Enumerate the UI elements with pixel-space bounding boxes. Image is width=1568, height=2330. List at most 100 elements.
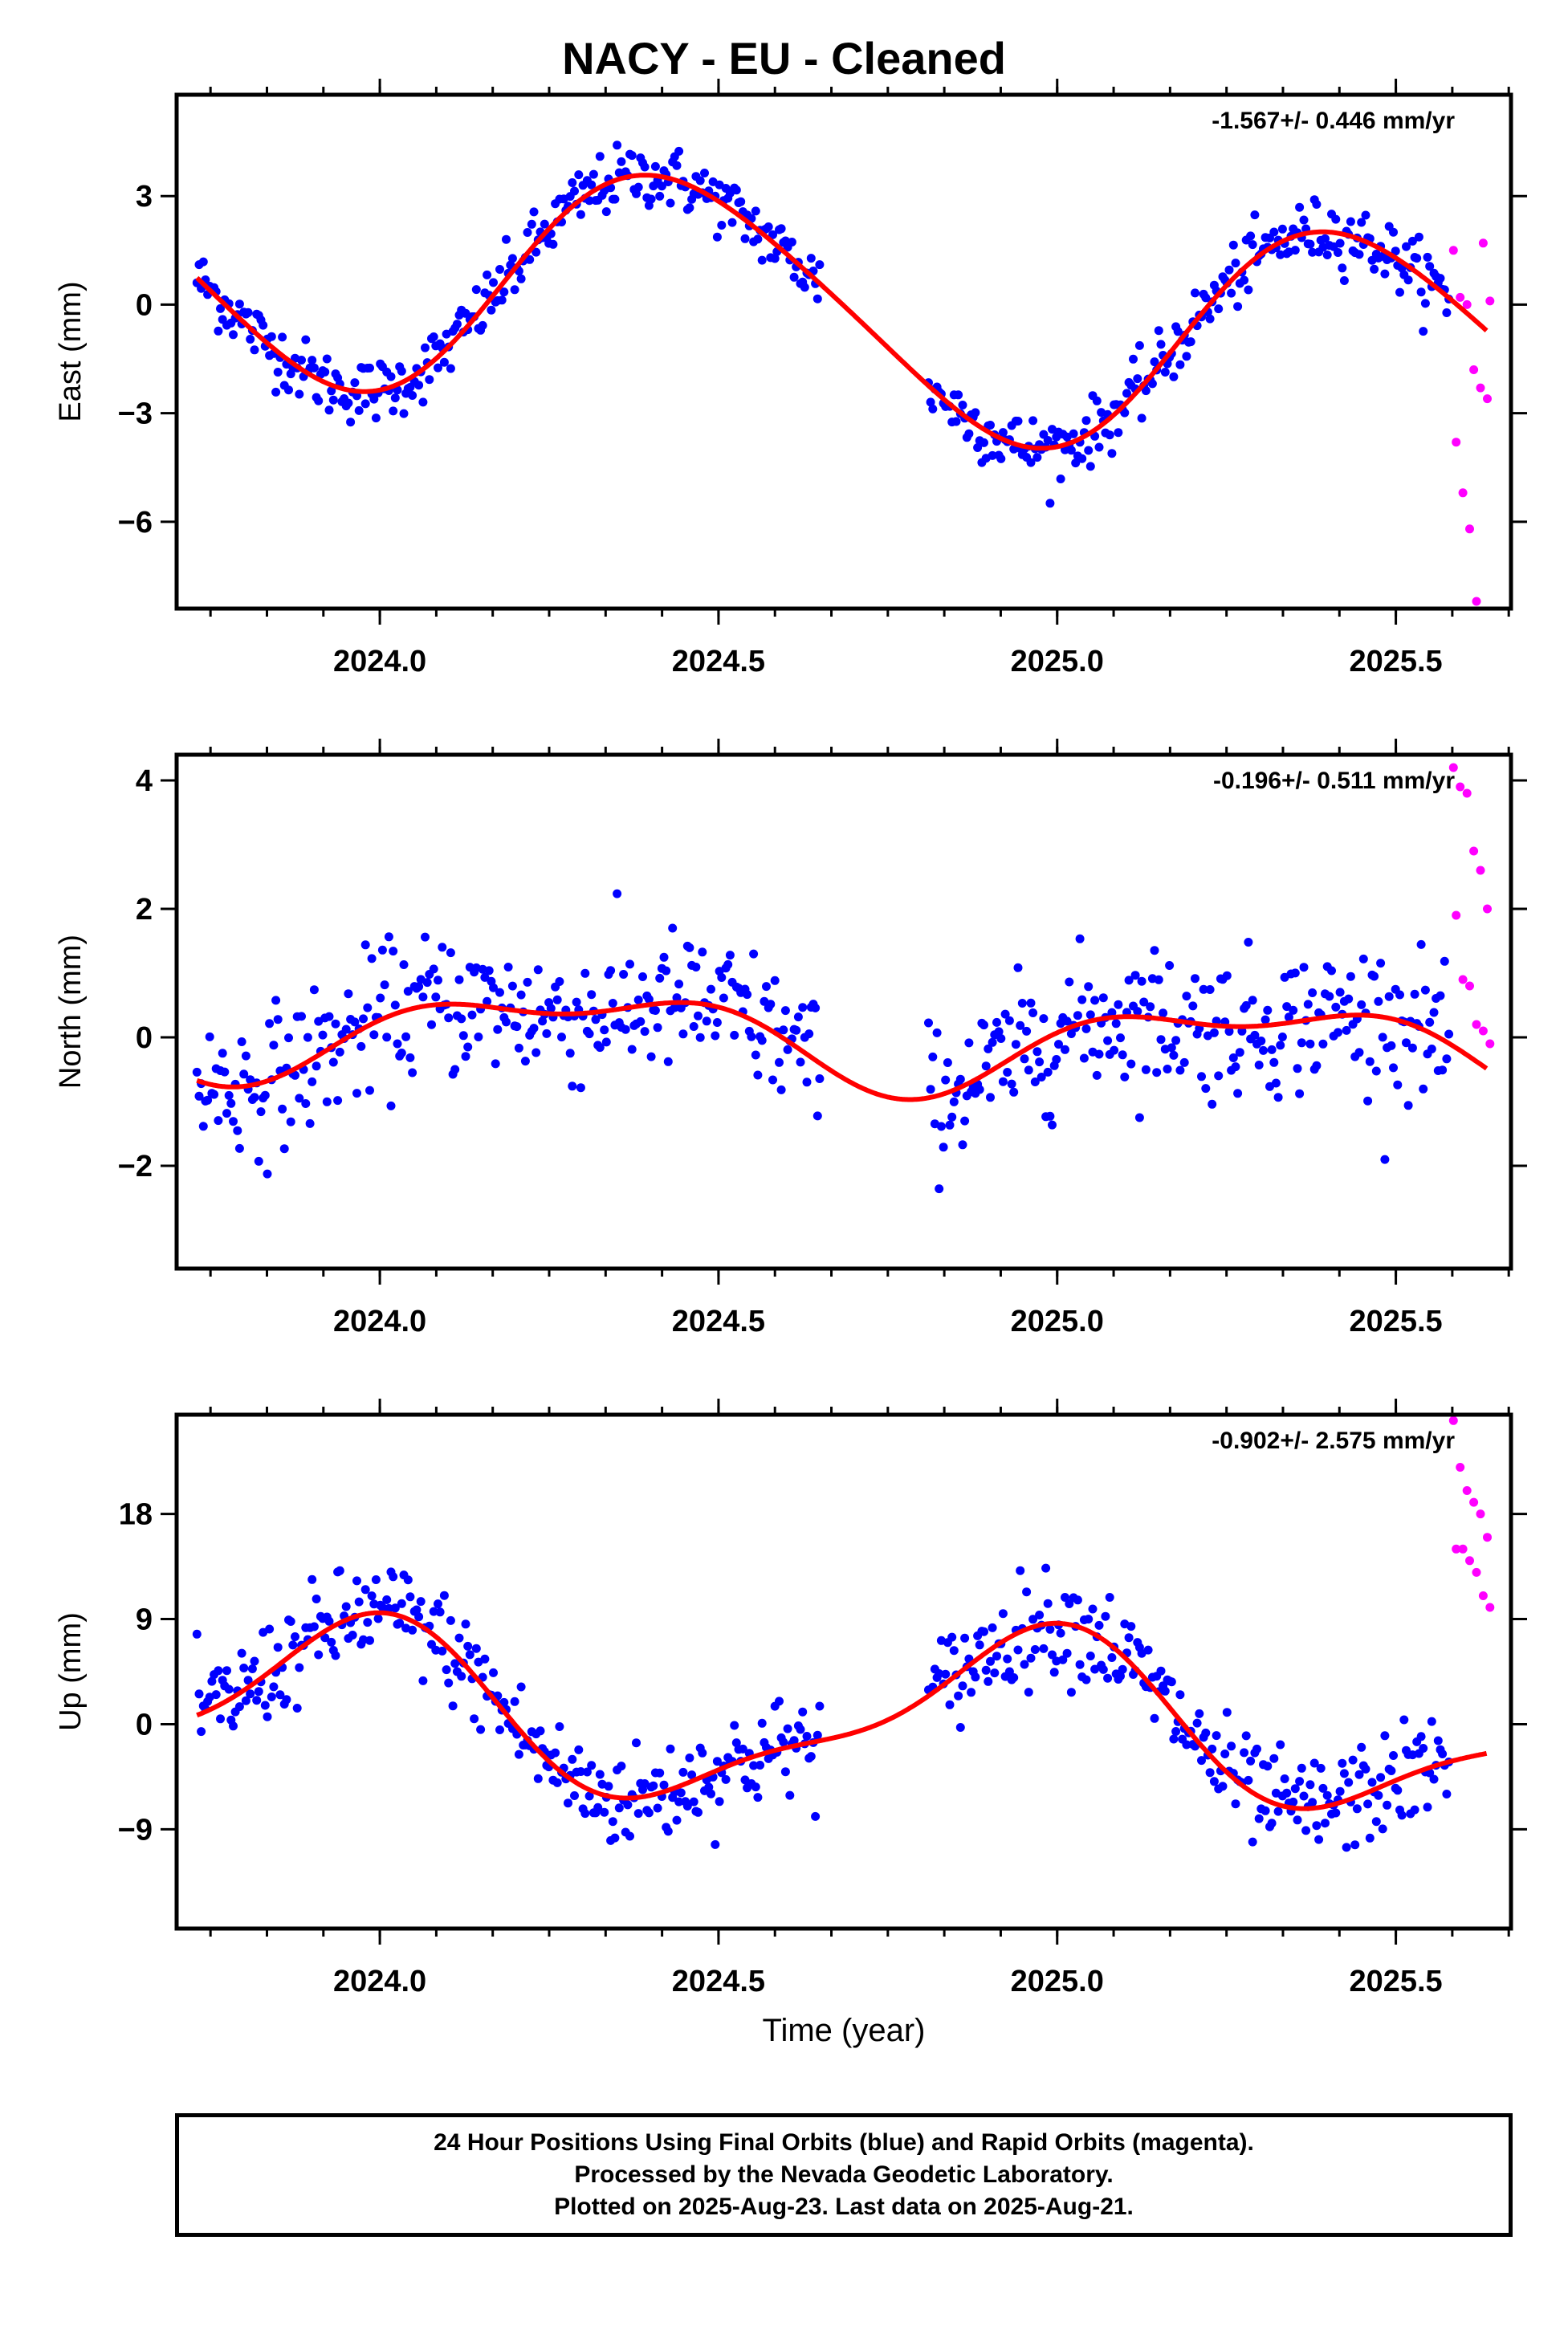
final-point	[439, 1591, 449, 1600]
final-point	[438, 943, 447, 952]
final-point	[1325, 992, 1334, 1001]
final-point	[1062, 1648, 1072, 1658]
final-point	[446, 364, 455, 373]
final-point	[1192, 1718, 1202, 1728]
final-point	[1352, 1804, 1362, 1814]
final-point	[269, 1682, 279, 1692]
final-point	[935, 1184, 944, 1194]
panel-up: 2024.0 2024.5 2025.0 2025.5 −9 0 9 18 Up (mm) -0.…	[54, 1399, 1527, 2048]
final-point	[1254, 1061, 1264, 1069]
final-point	[273, 368, 283, 377]
rapid-point	[1458, 1544, 1468, 1554]
final-point	[1322, 251, 1332, 259]
final-point	[1338, 263, 1347, 273]
final-point	[1150, 946, 1159, 955]
final-point	[1154, 326, 1163, 336]
final-point	[1361, 210, 1370, 220]
final-point	[981, 1061, 991, 1071]
final-point	[1370, 972, 1379, 981]
final-point	[1244, 1775, 1253, 1785]
final-point	[1133, 374, 1142, 384]
final-point	[533, 1774, 543, 1783]
final-point	[1186, 337, 1195, 347]
final-point	[678, 1029, 688, 1039]
final-point	[1041, 1563, 1051, 1573]
final-point	[1037, 1073, 1046, 1081]
final-point	[644, 995, 654, 1004]
final-point	[751, 206, 760, 216]
final-point	[250, 1093, 259, 1102]
y-tick-label: 4	[136, 764, 153, 798]
final-point	[1256, 1037, 1266, 1045]
final-point	[1191, 974, 1199, 984]
final-point	[335, 1047, 344, 1057]
final-point	[806, 254, 816, 263]
y-tick-label: −2	[118, 1150, 153, 1183]
final-point	[627, 1045, 637, 1054]
final-point	[389, 947, 398, 956]
final-point	[1090, 1664, 1100, 1674]
final-point	[662, 966, 671, 976]
final-point	[625, 1831, 634, 1841]
final-point	[1028, 1615, 1038, 1624]
final-point	[1043, 436, 1053, 445]
rapid-point	[1462, 788, 1472, 798]
final-point	[698, 1748, 707, 1758]
final-point	[502, 1017, 511, 1027]
final-point	[229, 1117, 238, 1126]
final-point	[234, 1143, 244, 1153]
final-point	[1263, 1762, 1273, 1771]
final-point	[489, 1668, 498, 1677]
final-point	[783, 1724, 792, 1733]
final-point	[1365, 1057, 1375, 1066]
final-point	[1052, 1055, 1061, 1064]
rapid-point	[1469, 846, 1479, 856]
final-point	[324, 405, 334, 415]
final-point	[291, 1070, 299, 1080]
final-point	[770, 254, 780, 263]
final-point	[1361, 1764, 1370, 1774]
final-point	[305, 1118, 315, 1128]
final-point	[194, 1689, 204, 1699]
final-point	[1293, 1815, 1302, 1825]
y-axis-label: East (mm)	[54, 281, 88, 422]
final-point	[614, 1803, 624, 1813]
final-point	[780, 1767, 790, 1777]
final-point	[589, 169, 598, 179]
final-point	[1197, 1756, 1206, 1766]
final-point	[397, 1599, 406, 1608]
final-point	[678, 1767, 688, 1777]
final-point	[520, 1057, 530, 1066]
final-point	[1061, 1593, 1069, 1602]
final-point	[1107, 1653, 1117, 1662]
final-point	[580, 1809, 590, 1819]
final-point	[1137, 976, 1146, 986]
final-point	[348, 1631, 357, 1640]
final-point	[1376, 1773, 1386, 1782]
final-point	[1271, 1078, 1281, 1088]
final-point	[945, 1700, 955, 1709]
final-point	[1107, 1008, 1117, 1017]
final-point	[1094, 442, 1104, 452]
final-point	[1105, 430, 1114, 440]
final-point	[1354, 1048, 1364, 1057]
final-point	[1284, 1012, 1293, 1022]
final-point	[779, 1737, 788, 1747]
final-point	[279, 1144, 289, 1154]
final-point	[1013, 963, 1023, 972]
final-point	[1384, 992, 1394, 1001]
final-point	[757, 255, 767, 265]
final-point	[454, 975, 464, 984]
final-point	[1039, 1644, 1049, 1653]
final-point	[949, 1097, 959, 1106]
final-point	[779, 1025, 788, 1035]
final-point	[1371, 1817, 1381, 1827]
final-point	[214, 326, 223, 336]
final-point	[811, 1003, 821, 1012]
final-point	[1169, 372, 1179, 381]
y-tick-label: 9	[136, 1603, 153, 1637]
final-point	[243, 1676, 253, 1685]
footer-line-1: 24 Hour Positions Using Final Orbits (bl…	[434, 2129, 1254, 2156]
final-point	[1167, 1043, 1176, 1053]
final-point	[1209, 1777, 1219, 1786]
